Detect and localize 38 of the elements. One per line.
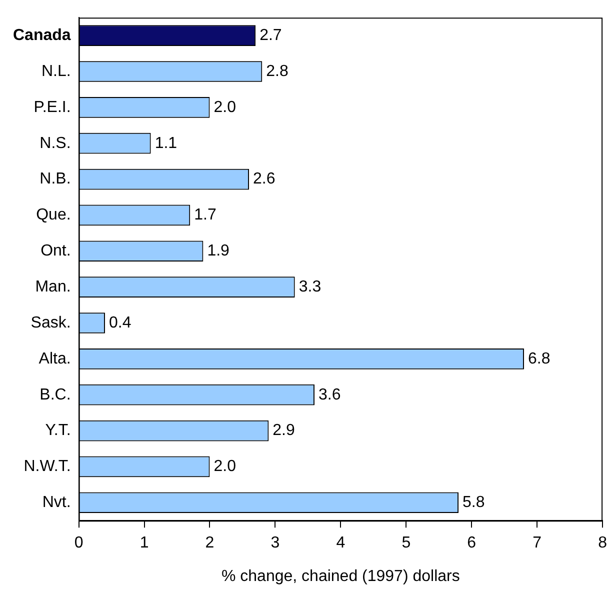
x-tick-label: 7 — [532, 534, 542, 552]
y-tick-label: Ont. — [40, 242, 71, 260]
x-tick-label: 4 — [336, 534, 346, 552]
x-tick-label: 0 — [74, 534, 84, 552]
data-label: 2.6 — [253, 170, 276, 188]
y-tick-label: Sask. — [30, 314, 71, 332]
y-tick-label: B.C. — [40, 386, 71, 404]
x-axis-title: % change, chained (1997) dollars — [221, 568, 460, 585]
data-label: 5.8 — [462, 494, 485, 512]
data-label: 6.8 — [528, 350, 550, 368]
x-tick-label: 2 — [205, 534, 214, 552]
x-tick-label: 5 — [402, 534, 411, 552]
data-label: 1.1 — [154, 134, 178, 152]
data-label: 2.0 — [214, 98, 236, 116]
y-tick-label: Man. — [35, 278, 71, 296]
data-label: 0.4 — [108, 314, 132, 332]
x-tick-label: 8 — [598, 534, 608, 552]
y-tick-label: Alta. — [38, 350, 71, 368]
y-tick-label: Nvt. — [42, 494, 71, 512]
data-label: 2.9 — [272, 422, 295, 440]
y-tick-label: Canada — [13, 26, 71, 44]
x-tick-label: 1 — [140, 534, 149, 552]
data-label: 1.7 — [194, 206, 216, 224]
y-tick-label: N.S. — [40, 134, 71, 152]
x-tick-label: 6 — [467, 534, 476, 552]
y-tick-label: N.B. — [40, 170, 71, 188]
data-label: 2.7 — [260, 26, 282, 44]
x-tick-label: 3 — [270, 534, 280, 552]
data-label: 3.3 — [298, 278, 322, 296]
y-tick-label: N.W.T. — [24, 458, 71, 476]
y-tick-label: P.E.I. — [34, 98, 71, 116]
data-label: 1.9 — [207, 242, 230, 260]
data-label: 2.0 — [214, 458, 236, 476]
y-tick-label: N.L. — [41, 62, 71, 80]
y-tick-label: Que. — [36, 206, 71, 224]
data-label: 2.8 — [266, 62, 288, 80]
data-label: 3.6 — [318, 386, 341, 404]
y-tick-label: Y.T. — [45, 422, 71, 440]
